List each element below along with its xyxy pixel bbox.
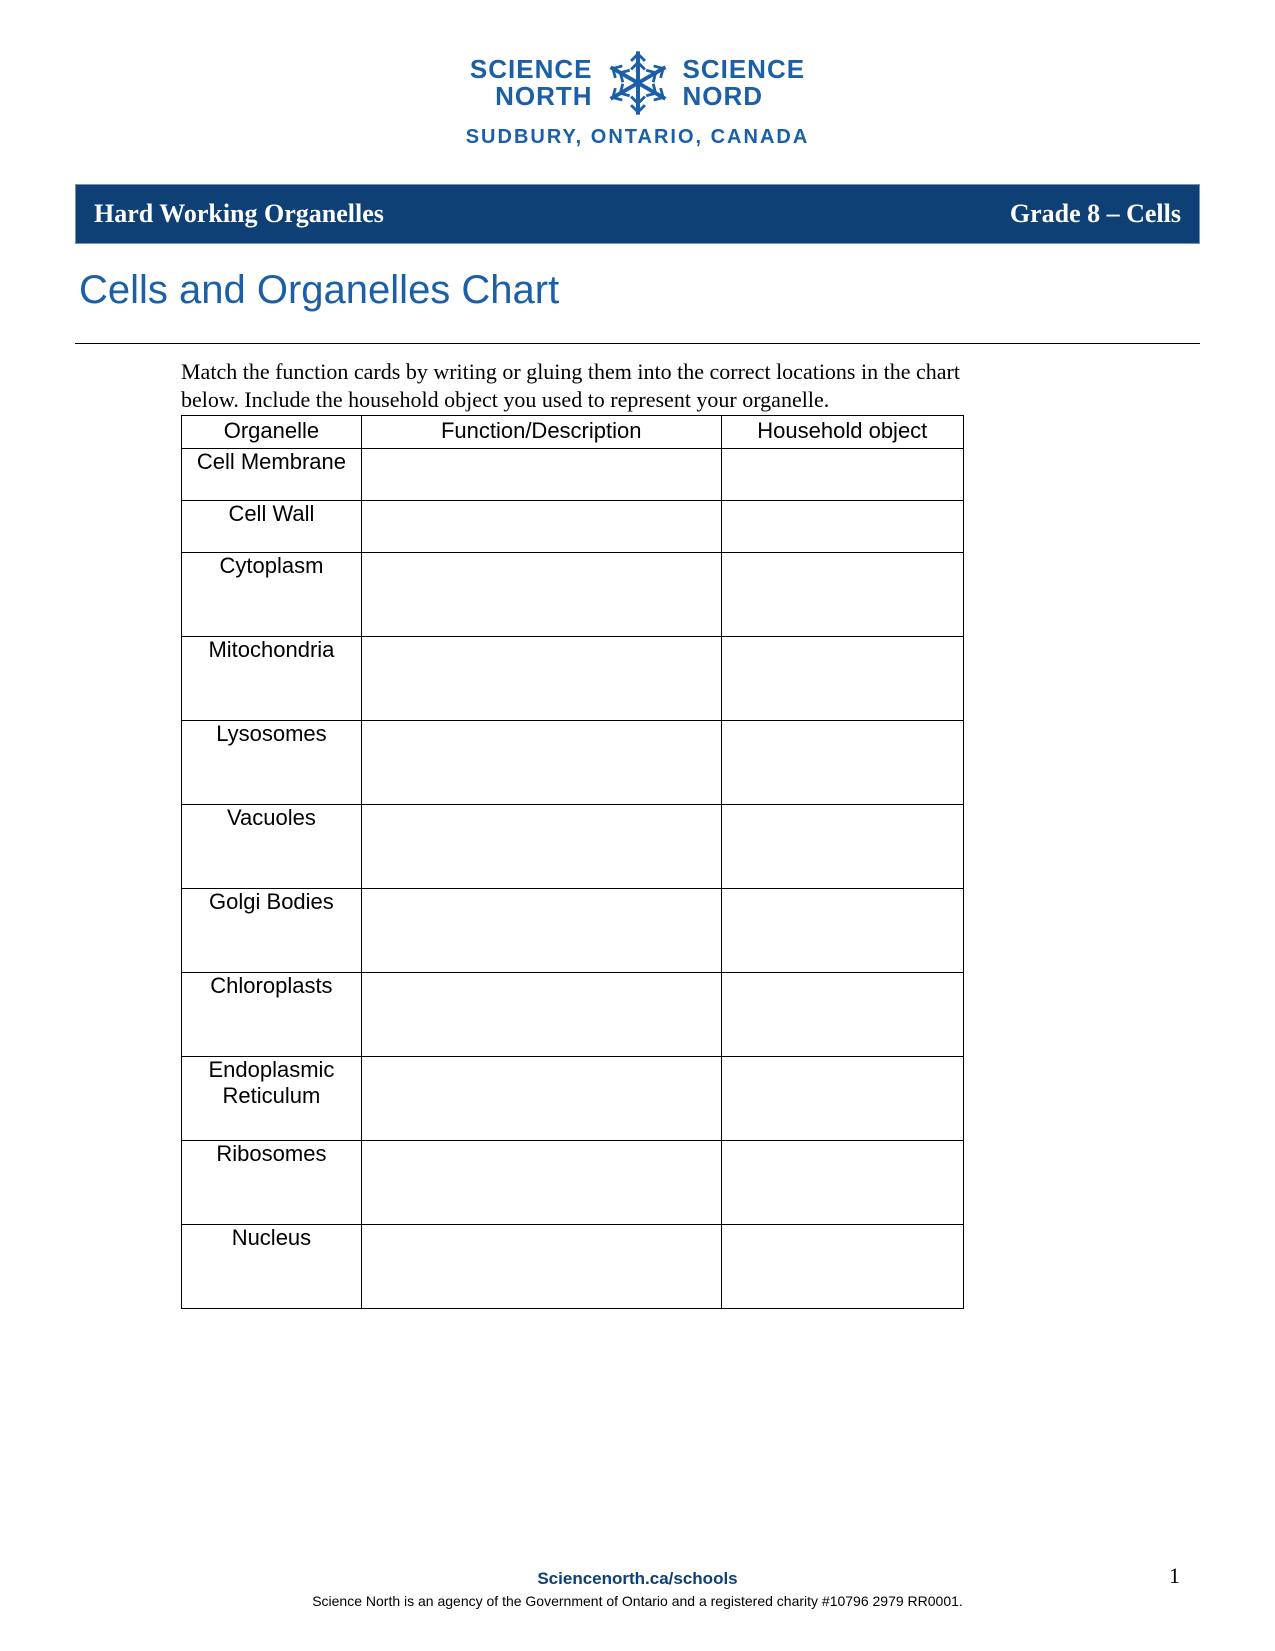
- table-row: Cell Membrane: [182, 449, 964, 501]
- function-cell: [361, 805, 721, 889]
- household-cell: [721, 637, 963, 721]
- table-row: Nucleus: [182, 1225, 964, 1309]
- table-row: Chloroplasts: [182, 973, 964, 1057]
- household-cell: [721, 553, 963, 637]
- function-cell: [361, 721, 721, 805]
- table-row: Vacuoles: [182, 805, 964, 889]
- function-cell: [361, 553, 721, 637]
- function-cell: [361, 637, 721, 721]
- header-bar: Hard Working Organelles Grade 8 – Cells: [75, 184, 1200, 244]
- page-number: 1: [1169, 1563, 1180, 1589]
- function-cell: [361, 1141, 721, 1225]
- organelle-cell: Endoplasmic Reticulum: [182, 1057, 362, 1141]
- instructions: Match the function cards by writing or g…: [181, 358, 964, 413]
- organelle-cell: Cell Membrane: [182, 449, 362, 501]
- logo-text-left: SCIENCE NORTH: [470, 56, 593, 111]
- logo-container: SCIENCE NORTH: [75, 50, 1200, 149]
- organelle-cell: Chloroplasts: [182, 973, 362, 1057]
- snowflake-icon: [605, 50, 671, 116]
- function-cell: [361, 1225, 721, 1309]
- footer: Sciencenorth.ca/schools Science North is…: [75, 1569, 1200, 1609]
- table-row: Cell Wall: [182, 501, 964, 553]
- logo-left-line1: SCIENCE: [470, 56, 593, 83]
- logo-left-line2: NORTH: [470, 83, 593, 110]
- logo-right-line1: SCIENCE: [683, 56, 806, 83]
- table-row: Lysosomes: [182, 721, 964, 805]
- table-row: Cytoplasm: [182, 553, 964, 637]
- header-right: Grade 8 – Cells: [1010, 199, 1181, 229]
- column-header-organelle: Organelle: [182, 416, 362, 449]
- header-left: Hard Working Organelles: [94, 199, 384, 229]
- organelle-cell: Nucleus: [182, 1225, 362, 1309]
- organelle-cell: Golgi Bodies: [182, 889, 362, 973]
- organelle-cell: Cytoplasm: [182, 553, 362, 637]
- household-cell: [721, 721, 963, 805]
- footer-text: Science North is an agency of the Govern…: [75, 1593, 1200, 1609]
- table-header-row: Organelle Function/Description Household…: [182, 416, 964, 449]
- organelle-cell: Vacuoles: [182, 805, 362, 889]
- household-cell: [721, 889, 963, 973]
- household-cell: [721, 1141, 963, 1225]
- function-cell: [361, 501, 721, 553]
- logo-main: SCIENCE NORTH: [75, 50, 1200, 116]
- title-divider: [75, 343, 1200, 344]
- page-title: Cells and Organelles Chart: [75, 268, 1200, 313]
- function-cell: [361, 973, 721, 1057]
- organelle-table: Organelle Function/Description Household…: [181, 415, 964, 1309]
- household-cell: [721, 973, 963, 1057]
- organelle-cell: Lysosomes: [182, 721, 362, 805]
- household-cell: [721, 1225, 963, 1309]
- table-row: Golgi Bodies: [182, 889, 964, 973]
- function-cell: [361, 449, 721, 501]
- household-cell: [721, 501, 963, 553]
- logo-right-line2: NORD: [683, 83, 806, 110]
- table-row: Endoplasmic Reticulum: [182, 1057, 964, 1141]
- table-row: Ribosomes: [182, 1141, 964, 1225]
- household-cell: [721, 1057, 963, 1141]
- function-cell: [361, 889, 721, 973]
- organelle-cell: Cell Wall: [182, 501, 362, 553]
- footer-link: Sciencenorth.ca/schools: [75, 1569, 1200, 1589]
- function-cell: [361, 1057, 721, 1141]
- logo-subtitle: SUDBURY, ONTARIO, CANADA: [75, 126, 1200, 149]
- table-row: Mitochondria: [182, 637, 964, 721]
- household-cell: [721, 449, 963, 501]
- household-cell: [721, 805, 963, 889]
- column-header-household: Household object: [721, 416, 963, 449]
- logo-text-right: SCIENCE NORD: [683, 56, 806, 111]
- organelle-cell: Ribosomes: [182, 1141, 362, 1225]
- column-header-function: Function/Description: [361, 416, 721, 449]
- content-wrap: Match the function cards by writing or g…: [75, 358, 1200, 1309]
- organelle-cell: Mitochondria: [182, 637, 362, 721]
